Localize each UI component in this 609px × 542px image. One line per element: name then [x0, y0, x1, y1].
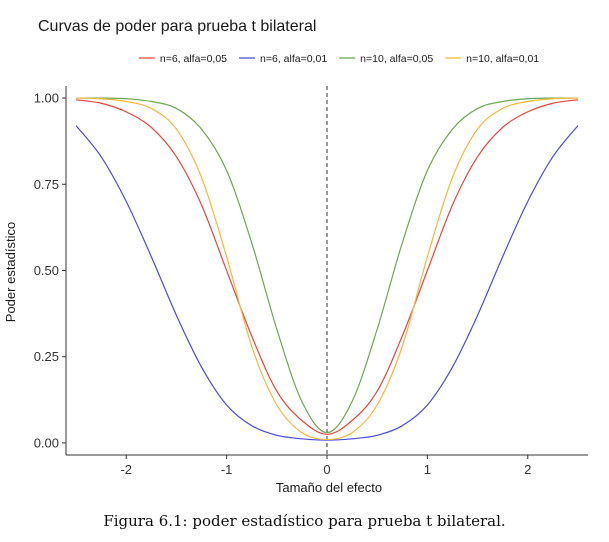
legend: n=6, alfa=0,05 n=6, alfa=0,01 n=10, alfa=0…	[138, 53, 539, 65]
series-line-4	[76, 97, 578, 441]
x-tick-label: -1	[221, 462, 233, 477]
y-tick-label: 0.75	[34, 177, 59, 192]
x-axis-label: Tamaño del efecto	[276, 480, 382, 495]
x-tick-label: 1	[424, 462, 431, 477]
y-tick-label: 1.00	[34, 91, 59, 106]
x-tick-label: 0	[323, 462, 330, 477]
series-line-2	[75, 125, 579, 441]
y-ticks: 0.00 0.25 0.50 0.75 1.00	[34, 91, 66, 450]
series-lines	[75, 97, 579, 441]
series-line-1	[75, 99, 579, 435]
legend-label-2: n=6, alfa=0,01	[260, 53, 327, 65]
y-tick-label: 0.00	[34, 435, 59, 450]
y-tick-label: 0.50	[34, 263, 59, 278]
legend-label-1: n=6, alfa=0,05	[160, 53, 227, 65]
series-line-3	[76, 97, 578, 434]
x-tick-label: 2	[524, 462, 531, 477]
y-axis-label: Poder estadístico	[3, 222, 18, 322]
chart-title: Curvas de poder para prueba t bilateral	[38, 18, 316, 35]
power-curves-chart: Curvas de poder para prueba t bilateral …	[3, 18, 588, 495]
plot-area: 0.00 0.25 0.50 0.75 1.00 -2 -1 0 1 2	[34, 86, 588, 477]
legend-label-3: n=10, alfa=0,05	[360, 53, 433, 65]
legend-label-4: n=10, alfa=0,01	[466, 53, 539, 65]
x-tick-label: -2	[120, 462, 132, 477]
x-ticks: -2 -1 0 1 2	[120, 455, 531, 477]
figure-caption: Figura 6.1: poder estadístico para prueb…	[103, 512, 506, 530]
y-tick-label: 0.25	[34, 349, 59, 364]
